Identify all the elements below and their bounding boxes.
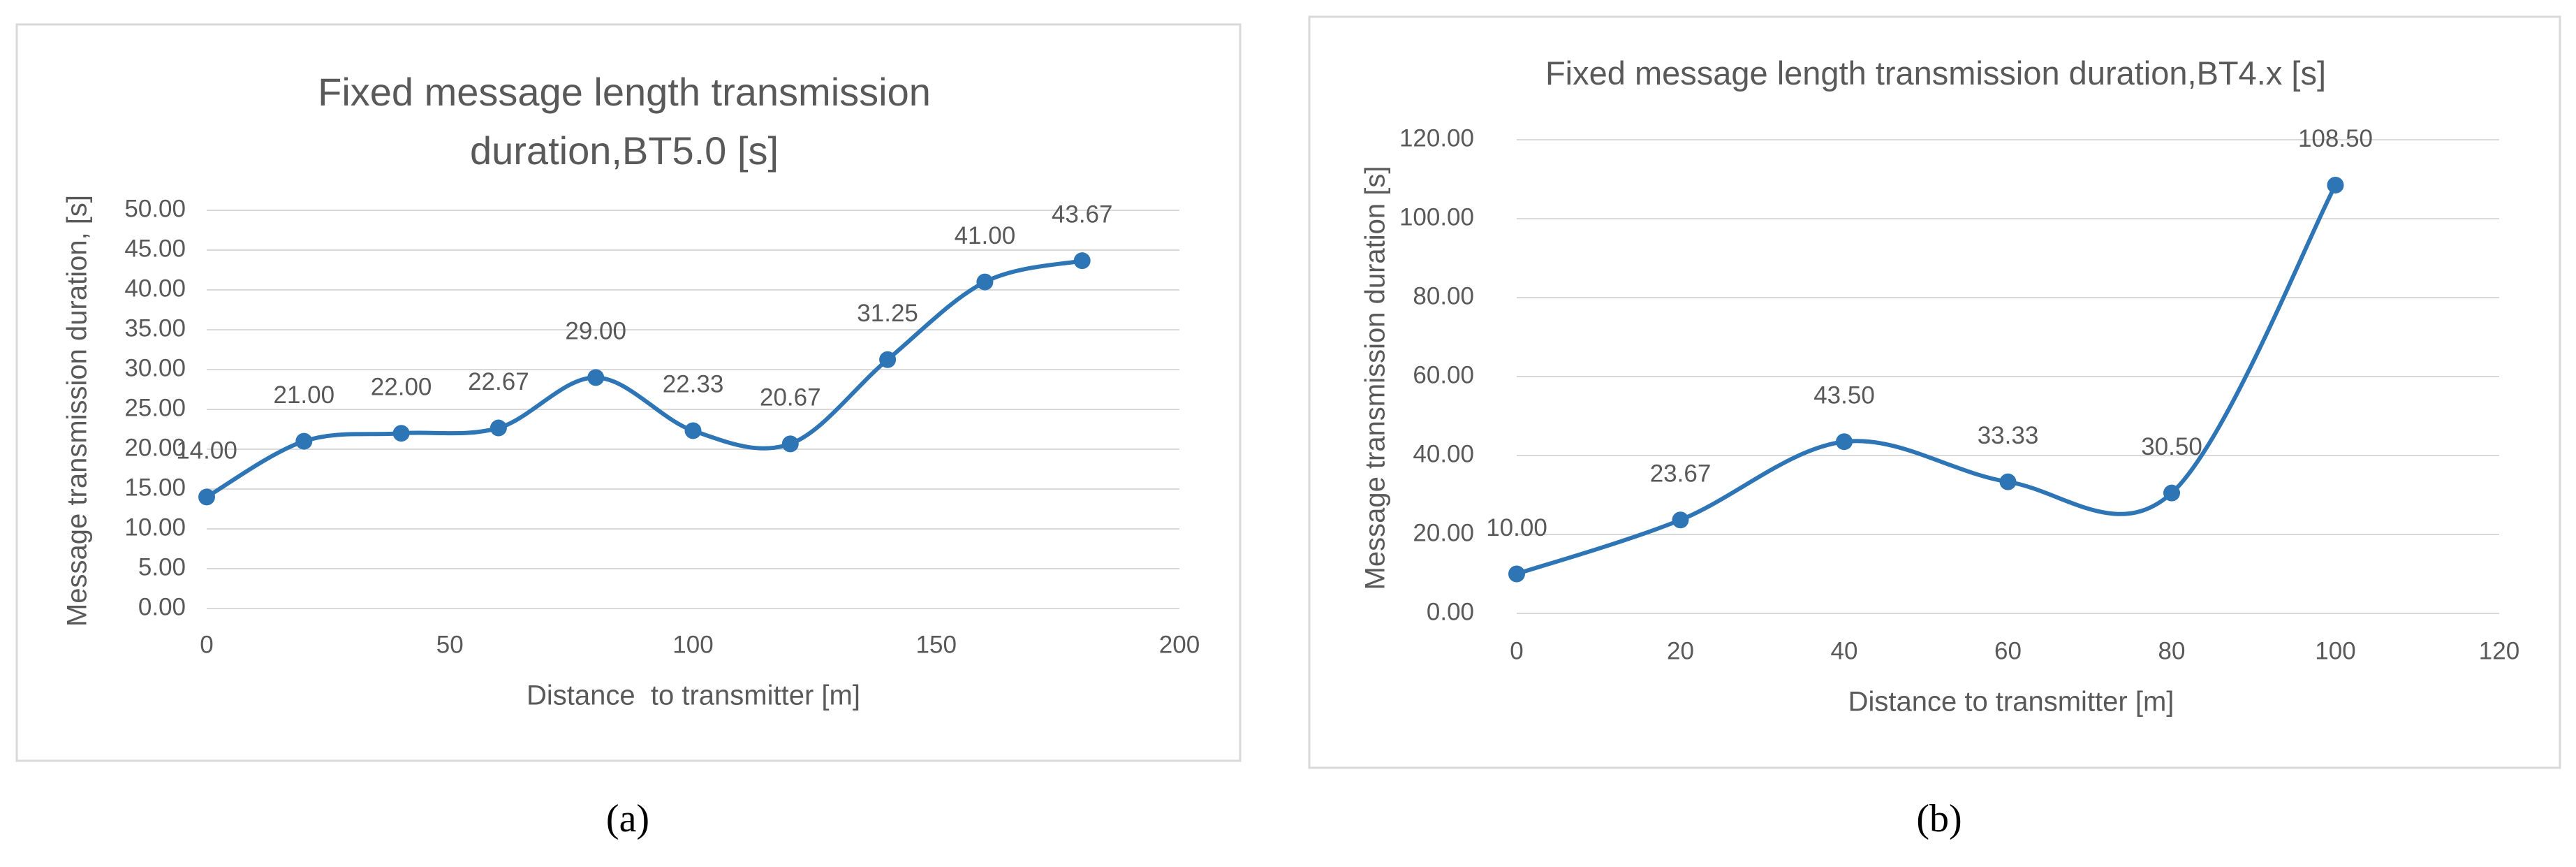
- data-point: [684, 422, 702, 439]
- y-tick-label: 5.00: [138, 553, 186, 581]
- data-point: [587, 369, 605, 386]
- data-point: [392, 425, 410, 442]
- data-point: [2163, 484, 2180, 502]
- data-label: 29.00: [565, 318, 626, 345]
- x-tick-label: 0: [1510, 637, 1523, 664]
- data-point: [976, 273, 994, 291]
- data-point: [1836, 433, 1853, 451]
- panel-caption: (a): [605, 797, 650, 840]
- data-point: [198, 488, 215, 506]
- x-tick-label: 0: [200, 631, 213, 658]
- data-point: [2327, 176, 2344, 194]
- y-tick-label: 100.00: [1399, 203, 1474, 231]
- y-tick-label: 40.00: [1413, 440, 1474, 467]
- y-tick-label: 50.00: [124, 195, 186, 222]
- data-label: 22.00: [371, 373, 432, 400]
- data-point: [295, 432, 313, 450]
- data-label: 22.33: [663, 371, 724, 398]
- data-label: 31.25: [857, 300, 918, 327]
- x-tick-label: 20: [1667, 637, 1694, 664]
- data-label: 14.00: [176, 437, 237, 465]
- x-tick-label: 40: [1831, 637, 1858, 664]
- data-label: 22.67: [468, 368, 529, 395]
- y-tick-label: 60.00: [1413, 361, 1474, 388]
- y-tick-label: 15.00: [124, 474, 186, 501]
- line: [205, 258, 1083, 500]
- y-tick-label: 10.00: [124, 513, 186, 541]
- y-tick-label: 0.00: [138, 593, 186, 620]
- chart-title: Fixed message length transmission durati…: [1545, 54, 2327, 92]
- x-axis-label: Distance to transmitter [m]: [1848, 687, 2174, 717]
- chart-frame: [1308, 15, 2561, 769]
- data-point: [490, 419, 507, 437]
- data-point: [781, 435, 799, 453]
- x-tick-label: 100: [672, 631, 713, 658]
- x-tick-label: 80: [2158, 637, 2186, 664]
- data-point: [1508, 565, 1525, 583]
- data-label: 30.50: [2141, 433, 2202, 460]
- data-point: [1672, 511, 1689, 529]
- data-label: 43.67: [1052, 201, 1113, 228]
- y-tick-label: 30.00: [124, 354, 186, 381]
- data-point: [1999, 473, 2017, 490]
- x-tick-label: 150: [916, 631, 957, 658]
- x-tick-label: 60: [1994, 637, 2022, 664]
- data-label: 10.00: [1486, 514, 1547, 541]
- y-tick-label: 0.00: [1427, 598, 1474, 625]
- y-tick-label: 45.00: [124, 235, 186, 262]
- y-axis-label: Message transmission duration, [s]: [62, 195, 93, 627]
- x-tick-label: 100: [2315, 637, 2355, 664]
- data-label: 33.33: [1978, 422, 2039, 449]
- chart-title: Fixed message length transmission durati…: [318, 70, 931, 173]
- data-label: 108.50: [2298, 125, 2373, 152]
- y-axis-label: Message transmission duration [s]: [1360, 166, 1391, 590]
- y-tick-label: 25.00: [124, 394, 186, 421]
- data-label: 41.00: [955, 222, 1016, 249]
- y-tick-label: 20.00: [124, 434, 186, 461]
- chart-frame: [15, 23, 1242, 762]
- x-tick-label: 120: [2479, 637, 2519, 664]
- data-label: 20.67: [760, 384, 821, 411]
- data-label: 23.67: [1650, 460, 1712, 488]
- y-tick-label: 80.00: [1413, 282, 1474, 309]
- x-tick-label: 50: [436, 631, 464, 658]
- y-tick-label: 20.00: [1413, 519, 1474, 546]
- data-label: 21.00: [274, 381, 335, 409]
- panel-caption: (b): [1916, 797, 1962, 840]
- x-axis-label: Distance to transmitter [m]: [527, 680, 860, 711]
- data-point: [1073, 252, 1091, 270]
- y-tick-label: 40.00: [124, 275, 186, 302]
- y-tick-label: 35.00: [124, 314, 186, 342]
- x-tick-label: 200: [1159, 631, 1200, 658]
- data-label: 43.50: [1813, 381, 1875, 409]
- data-point: [879, 351, 897, 368]
- y-tick-label: 120.00: [1399, 124, 1474, 152]
